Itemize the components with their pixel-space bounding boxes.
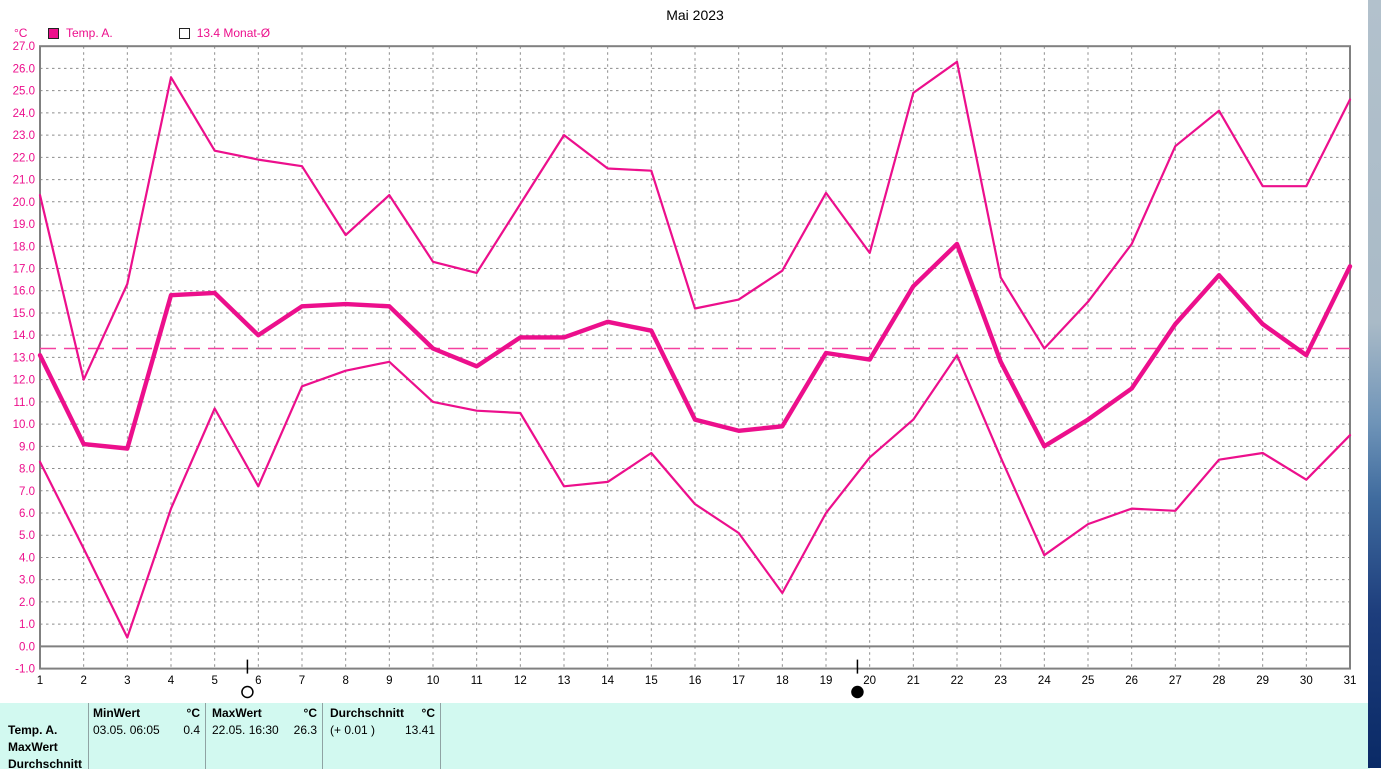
table-divider [440,703,441,769]
day-tick-label: 12 [514,675,527,687]
y-tick-label: 19.0 [13,219,35,231]
y-tick-label: 10.0 [13,419,35,431]
y-tick-label: 21.0 [13,175,35,187]
durchschnitt-unit: °C [421,706,435,720]
y-tick-label: 22.0 [13,152,35,164]
minwert-unit: °C [186,706,200,720]
durchschnitt-header: Durchschnitt [330,706,405,720]
y-tick-label: 18.0 [13,241,35,253]
day-tick-label: 15 [645,675,658,687]
temp-series-swatch-icon [48,27,59,39]
y-tick-label: 0.0 [19,641,35,653]
chart-title: Mai 2023 [666,7,724,23]
y-tick-label: 2.0 [19,597,35,609]
day-tick-label: 28 [1213,675,1226,687]
temperature-line-chart: -1.00.01.02.03.04.05.06.07.08.09.010.011… [13,41,1357,699]
day-tick-label: 7 [299,675,305,687]
minwert-timestamp: 03.05. 06:05 [93,723,160,737]
y-tick-label: 3.0 [19,575,35,587]
y-tick-label: 15.0 [13,308,35,320]
day-tick-label: 10 [427,675,440,687]
day-tick-label: 22 [951,675,964,687]
series-row-label: Temp. A. [8,723,58,737]
stats-table: Temp. A. MaxWert Durchschnitt MinWert °C… [0,703,1370,771]
minwert-value: 0.4 [183,723,200,737]
y-tick-label: 9.0 [19,441,35,453]
y-tick-label: 26.0 [13,63,35,75]
max-temperature-line [38,60,1352,381]
day-tick-label: 30 [1300,675,1313,687]
day-tick-label: 31 [1344,675,1357,687]
y-tick-label: 6.0 [19,508,35,520]
day-tick-label: 17 [732,675,745,687]
table-divider [322,703,323,769]
day-tick-label: 8 [342,675,348,687]
y-tick-label: 27.0 [13,41,35,53]
day-tick-label: 13 [558,675,571,687]
day-tick-label: 21 [907,675,920,687]
y-tick-label: 1.0 [19,619,35,631]
day-tick-label: 1 [37,675,43,687]
day-tick-label: 11 [471,675,483,687]
maxwert-header: MaxWert [212,706,262,720]
day-tick-label: 26 [1125,675,1138,687]
day-tick-label: 9 [386,675,392,687]
durchschnitt-delta: (+ 0.01 ) [330,723,376,737]
y-tick-label: 23.0 [13,130,35,142]
day-tick-label: 2 [80,675,86,687]
maxwert-value: 26.3 [293,723,317,737]
y-tick-label: 5.0 [19,530,35,542]
y-tick-label: 13.0 [13,352,35,364]
day-tick-label: 25 [1082,675,1095,687]
y-tick-label: 4.0 [19,552,35,564]
day-tick-label: 19 [820,675,833,687]
day-tick-label: 16 [689,675,702,687]
day-tick-label: 6 [255,675,261,687]
maxwert-timestamp: 22.05. 16:30 [212,723,279,737]
day-tick-label: 4 [168,675,175,687]
maxwert-unit: °C [303,706,317,720]
y-tick-label: 24.0 [13,108,35,120]
day-tick-label: 20 [863,675,876,687]
y-tick-label: 17.0 [13,263,35,275]
durchschnitt-row-label: Durchschnitt [8,757,83,771]
min-temperature-line [38,354,1352,639]
durchschnitt-value: 13.41 [404,723,435,737]
y-tick-label: 11.0 [13,397,35,409]
day-tick-label: 5 [211,675,217,687]
y-axis-unit-label: °C [14,26,28,40]
desktop-wallpaper-strip [1368,0,1381,768]
y-tick-label: -1.0 [15,664,35,676]
new-moon-icon [851,685,864,699]
y-tick-label: 12.0 [13,375,35,387]
y-tick-label: 25.0 [13,86,35,98]
table-divider [88,703,89,769]
day-tick-label: 3 [124,675,130,687]
day-tick-label: 18 [776,675,789,687]
maxwert-row-label: MaxWert [8,740,58,754]
day-tick-label: 23 [994,675,1007,687]
day-tick-label: 14 [601,675,614,687]
y-tick-label: 7.0 [19,486,35,498]
y-tick-label: 14.0 [13,330,35,342]
y-tick-label: 16.0 [13,286,35,298]
minwert-header: MinWert [93,706,141,720]
avg-temperature-line [37,241,1353,451]
month-avg-label: 13.4 Monat-Ø [196,26,271,40]
day-tick-label: 27 [1169,675,1182,687]
y-tick-label: 8.0 [19,464,35,476]
table-divider [205,703,206,769]
day-tick-label: 24 [1038,675,1051,687]
y-tick-label: 20.0 [13,197,35,209]
full-moon-icon [241,685,254,699]
month-avg-swatch-icon [178,27,190,39]
temp-series-label: Temp. A. [66,26,113,40]
day-tick-label: 29 [1256,675,1269,687]
legend: Temp. A. 13.4 Monat-Ø [48,26,270,40]
